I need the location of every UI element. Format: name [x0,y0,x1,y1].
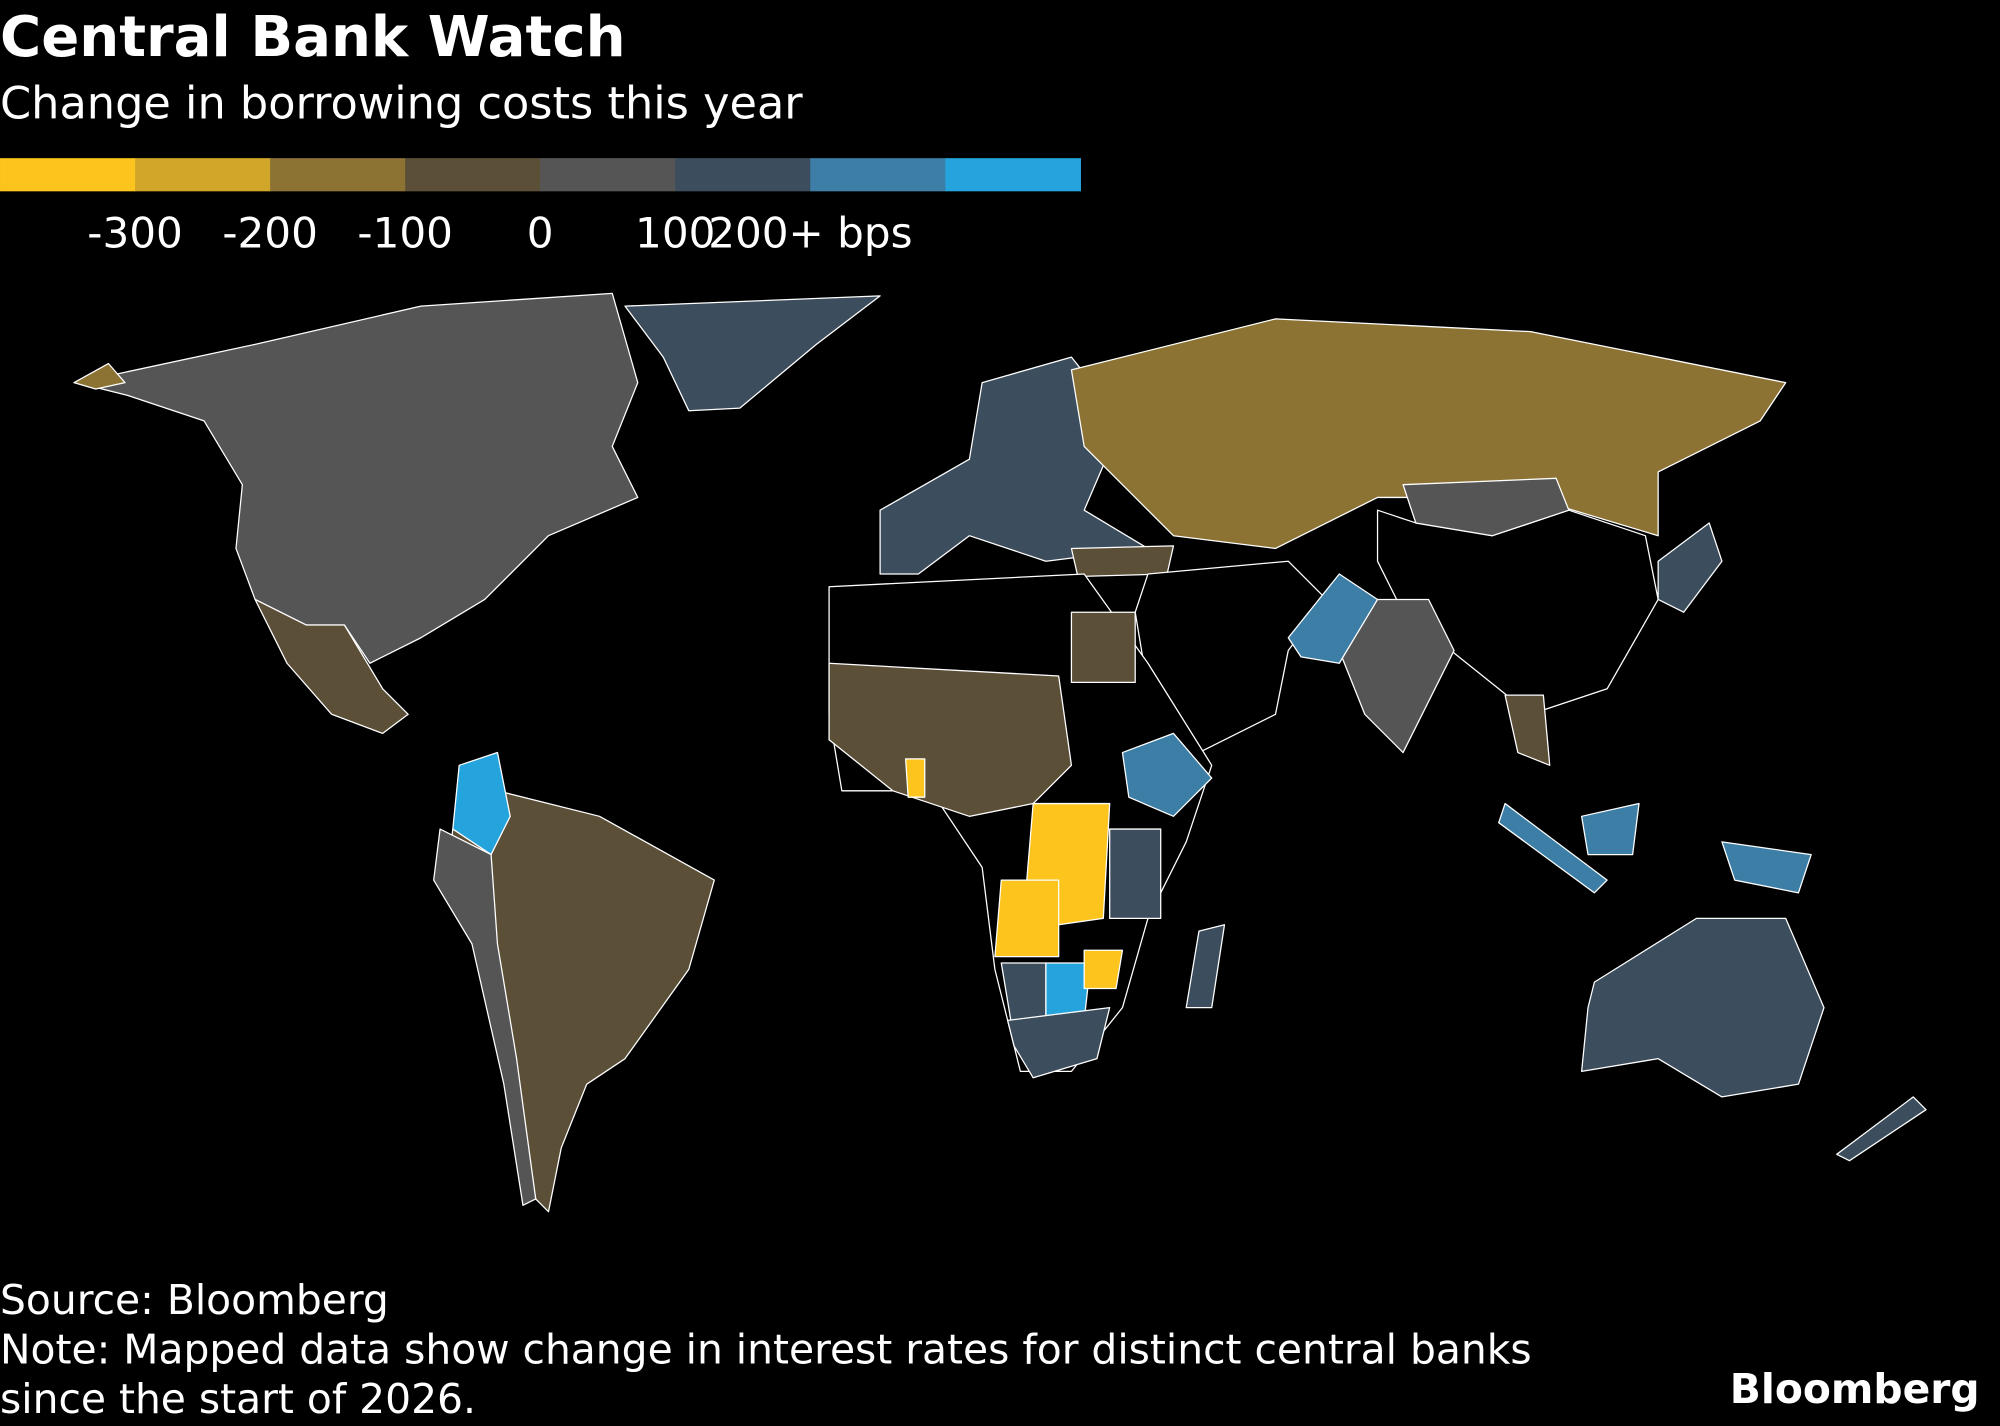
russia [1070,318,1787,550]
legend-tick-label: -200 [222,208,318,257]
australia [1580,917,1825,1098]
logo: Bloomberg [1730,1365,1980,1413]
middle-east [1134,560,1328,754]
legend-tick-label: -100 [357,208,453,257]
mexico [254,598,409,735]
sumatra-java [1498,802,1608,894]
egypt [1070,611,1136,684]
borneo [1580,802,1640,856]
title: Central Bank Watch [0,5,626,70]
thailand [1504,694,1551,766]
mongolia [1402,477,1570,537]
ethiopia [1121,732,1213,817]
note: Note: Mapped data show change in interes… [0,1326,1532,1374]
east-africa [1109,828,1162,919]
legend-tick-label: 200+ bps [708,208,912,257]
legend-swatch [810,158,946,192]
papua [1721,841,1812,894]
legend-swatch [405,158,541,192]
japan [1657,522,1723,613]
legend-tick-label: -300 [87,208,183,257]
legend-tick-label: 100 [635,208,715,257]
angola [994,879,1060,958]
legend-tick-label: 0 [527,208,554,257]
new-zealand [1836,1096,1927,1162]
legend-swatch [270,158,406,192]
legend-swatch [540,158,676,192]
andes [433,828,537,1206]
pakistan [1287,573,1379,664]
legend-swatch [945,158,1081,192]
turkey [1070,545,1175,578]
zimbabwe [1083,949,1124,990]
subtitle: Change in borrowing costs this year [0,78,803,130]
source: Source: Bloomberg [0,1276,389,1324]
legend-swatch [135,158,271,192]
ghana [904,758,926,798]
map [73,292,1927,1213]
north-america [75,292,639,664]
alaska-region [73,362,126,390]
greenland [624,295,881,412]
legend-swatch [0,158,136,192]
colombia [452,751,511,856]
south-africa [1007,1007,1111,1079]
madagascar [1185,924,1226,1009]
west-africa [828,662,1073,817]
note: since the start of 2026. [0,1375,476,1423]
legend-swatch [675,158,811,192]
